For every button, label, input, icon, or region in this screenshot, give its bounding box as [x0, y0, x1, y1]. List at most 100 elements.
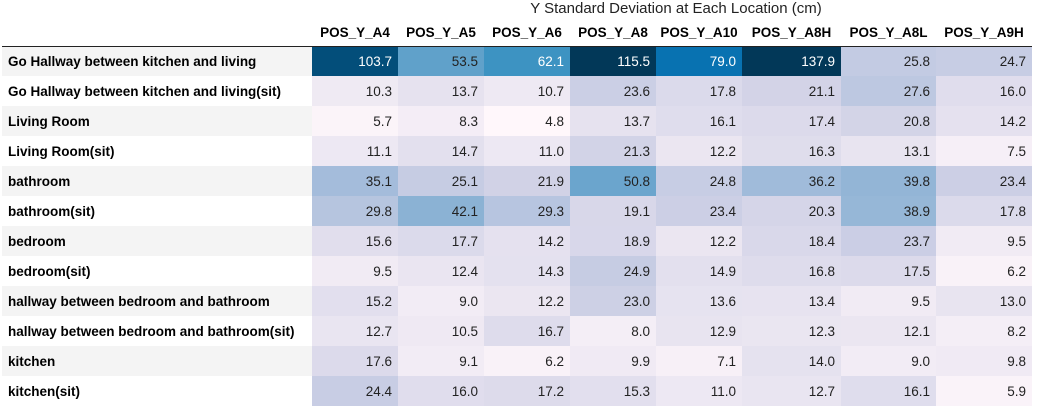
corner-cell — [2, 20, 312, 47]
std-dev-table: POS_Y_A4 POS_Y_A5 POS_Y_A6 POS_Y_A8 POS_Y_A1… — [2, 20, 1032, 406]
table-cell: 17.2 — [484, 376, 570, 406]
column-header-pos-y-a8: POS_Y_A8 — [570, 20, 656, 47]
table-cell: 6.2 — [484, 346, 570, 376]
column-header-pos-y-a9h: POS_Y_A9H — [936, 20, 1032, 47]
table-cell: 4.8 — [484, 106, 570, 136]
table-cell: 14.3 — [484, 256, 570, 286]
table-cell: 13.6 — [656, 286, 742, 316]
table-row: hallway between bedroom and bathroom 15.2… — [2, 286, 1032, 316]
chart-title: Y Standard Deviation at Each Location (c… — [530, 0, 822, 17]
table-cell: 12.1 — [841, 316, 936, 346]
table-cell: 14.7 — [398, 136, 484, 166]
table-cell: 9.0 — [398, 286, 484, 316]
table-cell: 9.5 — [312, 256, 398, 286]
table-cell: 39.8 — [841, 166, 936, 196]
table-cell: 23.0 — [570, 286, 656, 316]
table-cell: 6.2 — [936, 256, 1032, 286]
table-row: hallway between bedroom and bathroom(sit… — [2, 316, 1032, 346]
table-row: Living Room 5.7 8.3 4.8 13.7 16.1 17.4 20.8 14.2 — [2, 106, 1032, 136]
table-cell: 53.5 — [398, 46, 484, 76]
table-cell: 21.9 — [484, 166, 570, 196]
row-label: hallway between bedroom and bathroom(sit… — [2, 316, 312, 346]
table-cell: 7.1 — [656, 346, 742, 376]
row-label: Go Hallway between kitchen and living(si… — [2, 76, 312, 106]
table-cell: 115.5 — [570, 46, 656, 76]
row-label: hallway between bedroom and bathroom — [2, 286, 312, 316]
table-row: Go Hallway between kitchen and living(si… — [2, 76, 1032, 106]
table-cell: 11.0 — [656, 376, 742, 406]
row-label: bedroom — [2, 226, 312, 256]
table-cell: 17.6 — [312, 346, 398, 376]
table-cell: 14.2 — [936, 106, 1032, 136]
table-cell: 5.7 — [312, 106, 398, 136]
table-cell: 42.1 — [398, 196, 484, 226]
table-row: bedroom(sit) 9.5 12.4 14.3 24.9 14.9 16.8 17.5 6… — [2, 256, 1032, 286]
table-cell: 23.6 — [570, 76, 656, 106]
table-cell: 38.9 — [841, 196, 936, 226]
table-cell: 137.9 — [742, 46, 841, 76]
table-row: kitchen(sit) 24.4 16.0 17.2 15.3 11.0 12.7 16.1… — [2, 376, 1032, 406]
table-cell: 24.9 — [570, 256, 656, 286]
table-cell: 23.4 — [936, 166, 1032, 196]
table-cell: 29.8 — [312, 196, 398, 226]
table-cell: 12.2 — [656, 136, 742, 166]
table-cell: 24.4 — [312, 376, 398, 406]
table-cell: 25.1 — [398, 166, 484, 196]
table-cell: 27.6 — [841, 76, 936, 106]
table-row: kitchen 17.6 9.1 6.2 9.9 7.1 14.0 9.0 9.8 — [2, 346, 1032, 376]
column-header-pos-y-a10: POS_Y_A10 — [656, 20, 742, 47]
table-cell: 16.3 — [742, 136, 841, 166]
table-cell: 35.1 — [312, 166, 398, 196]
table-cell: 103.7 — [312, 46, 398, 76]
table-cell: 8.0 — [570, 316, 656, 346]
column-header-pos-y-a8h: POS_Y_A8H — [742, 20, 841, 47]
table-cell: 16.0 — [936, 76, 1032, 106]
table-cell: 23.7 — [841, 226, 936, 256]
table-cell: 13.7 — [398, 76, 484, 106]
row-label: kitchen — [2, 346, 312, 376]
table-cell: 20.8 — [841, 106, 936, 136]
table-cell: 8.3 — [398, 106, 484, 136]
table-cell: 9.5 — [936, 226, 1032, 256]
row-label: Living Room(sit) — [2, 136, 312, 166]
table-cell: 12.7 — [742, 376, 841, 406]
row-label: Go Hallway between kitchen and living — [2, 46, 312, 76]
table-cell: 15.3 — [570, 376, 656, 406]
table-cell: 24.7 — [936, 46, 1032, 76]
row-label: bedroom(sit) — [2, 256, 312, 286]
row-label: bathroom(sit) — [2, 196, 312, 226]
table-cell: 12.3 — [742, 316, 841, 346]
row-label: kitchen(sit) — [2, 376, 312, 406]
table-row: bathroom(sit) 29.8 42.1 29.3 19.1 23.4 20.3 38.… — [2, 196, 1032, 226]
table-cell: 14.0 — [742, 346, 841, 376]
column-header-pos-y-a5: POS_Y_A5 — [398, 20, 484, 47]
table-cell: 79.0 — [656, 46, 742, 76]
table-cell: 19.1 — [570, 196, 656, 226]
table-row: bedroom 15.6 17.7 14.2 18.9 12.2 18.4 23.7 9.5 — [2, 226, 1032, 256]
table-cell: 62.1 — [484, 46, 570, 76]
table-row: Go Hallway between kitchen and living 103… — [2, 46, 1032, 76]
table-cell: 17.4 — [742, 106, 841, 136]
table-cell: 17.7 — [398, 226, 484, 256]
table-row: bathroom 35.1 25.1 21.9 50.8 24.8 36.2 39.8 23.4 — [2, 166, 1032, 196]
table-row: Living Room(sit) 11.1 14.7 11.0 21.3 12.2 16.3… — [2, 136, 1032, 166]
table-cell: 5.9 — [936, 376, 1032, 406]
table-cell: 36.2 — [742, 166, 841, 196]
row-label: bathroom — [2, 166, 312, 196]
column-header-pos-y-a4: POS_Y_A4 — [312, 20, 398, 47]
table-cell: 12.7 — [312, 316, 398, 346]
table-cell: 15.6 — [312, 226, 398, 256]
table-cell: 14.2 — [484, 226, 570, 256]
table-cell: 9.1 — [398, 346, 484, 376]
table-cell: 11.1 — [312, 136, 398, 166]
table-cell: 17.5 — [841, 256, 936, 286]
table-cell: 8.2 — [936, 316, 1032, 346]
table-cell: 9.5 — [841, 286, 936, 316]
table-cell: 12.9 — [656, 316, 742, 346]
table-cell: 13.4 — [742, 286, 841, 316]
table-cell: 11.0 — [484, 136, 570, 166]
table-cell: 17.8 — [656, 76, 742, 106]
table-cell: 25.8 — [841, 46, 936, 76]
table-cell: 16.8 — [742, 256, 841, 286]
table-cell: 16.1 — [841, 376, 936, 406]
